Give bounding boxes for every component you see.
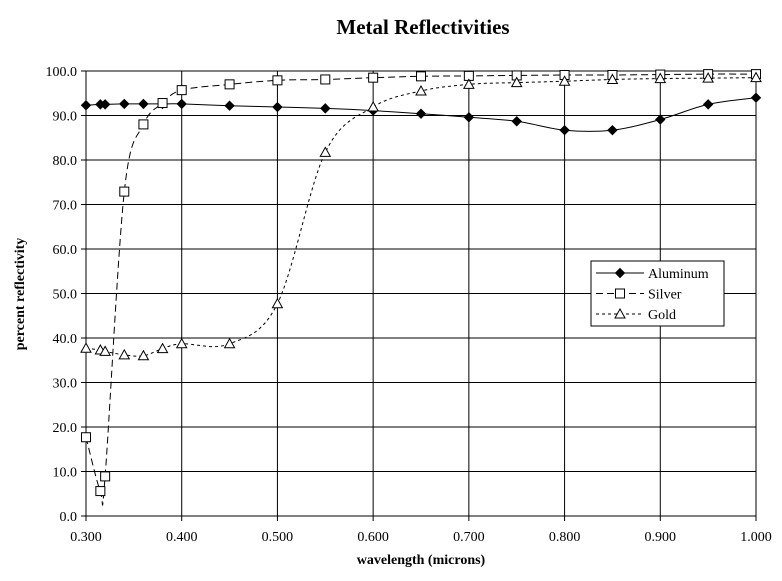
gold-data-point [156,342,169,354]
gold-data-point [99,345,111,356]
aluminum-data-point [415,108,427,119]
x-axis-label: wavelength (microns) [357,553,486,568]
series-group [80,69,762,506]
x-tick-label: 0.600 [357,530,389,545]
aluminum-data-point [463,112,475,123]
silver-data-point [157,98,168,109]
y-tick-label: 0.0 [60,510,78,525]
silver-data-point [138,119,149,130]
gold-data-point [80,342,92,353]
aluminum-data-point [138,98,149,110]
gold-data-point [223,337,236,349]
aluminum-data-point [224,100,235,111]
silver-data-point [416,71,426,82]
y-tick-label: 100.0 [46,65,78,80]
gold-data-point [606,73,619,84]
gold-data-point [137,349,150,361]
silver-data-point [368,72,379,83]
silver-data-point [224,79,235,90]
gold-data-point [271,297,284,309]
y-tick-label: 70.0 [53,199,78,214]
gold-data-point [702,72,714,83]
silver-data-point [95,486,106,497]
series-gold [80,71,762,361]
gold-data-point [558,75,571,86]
silver-data-point [100,471,111,482]
y-tick-label: 10.0 [53,466,78,481]
series-aluminum [80,92,762,136]
gold-data-point [175,337,188,349]
chart-title: Metal Reflectivities [336,15,509,39]
y-tick-label: 60.0 [53,243,78,258]
legend-label-gold: Gold [648,308,676,323]
x-tick-label: 0.500 [262,530,294,545]
legend-label-aluminum: Aluminum [648,267,709,282]
y-tick-label: 50.0 [53,288,78,303]
aluminum-data-point [607,124,618,136]
gold-data-point [415,84,427,96]
silver-data-point [320,74,331,85]
aluminum-data-point [176,98,187,110]
legend-label-silver: Silver [648,288,682,303]
axis-ticks: 0.0 10.0 20.0 30.0 40.0 50.0 60.0 70.0 80.0 90.0 1… [46,65,772,545]
gold-data-point [750,71,762,83]
y-tick-label: 30.0 [53,377,78,392]
legend: Aluminum Silver Gold [590,260,725,327]
gold-data-point [319,146,332,157]
aluminum-data-point [80,100,92,111]
x-tick-label: 0.700 [453,530,485,545]
legend-marker-gold [614,307,626,319]
series-line-silver [85,73,757,506]
gold-data-point [510,76,523,88]
aluminum-data-point [655,114,666,125]
legend-marker-silver [615,288,625,299]
silver-data-point [176,85,187,96]
y-axis-label: percent reflectivity [13,238,28,351]
legend-item-gold: Gold [596,307,676,323]
silver-data-point [81,432,91,443]
silver-data-point [272,75,283,86]
aluminum-data-point [750,92,762,103]
silver-data-point [119,186,130,197]
aluminum-data-point [99,99,111,110]
legend-item-silver: Silver [596,288,682,303]
y-tick-label: 80.0 [53,154,78,169]
x-tick-label: 1.000 [740,530,772,545]
y-tick-label: 90.0 [53,110,78,125]
aluminum-data-point [559,124,570,136]
x-tick-label: 0.300 [70,530,102,545]
aluminum-data-point [702,99,714,110]
aluminum-data-point [320,103,331,114]
legend-marker-aluminum [614,267,626,279]
y-tick-label: 40.0 [53,332,78,347]
aluminum-data-point [272,101,283,113]
gold-data-point [654,72,667,84]
aluminum-data-point [511,116,522,127]
gold-data-point [367,101,379,112]
x-tick-label: 0.800 [549,530,581,545]
aluminum-data-point [119,98,130,110]
y-tick-label: 20.0 [53,421,78,436]
gold-data-point [463,78,475,89]
x-tick-label: 0.400 [166,530,198,545]
legend-item-aluminum: Aluminum [596,267,709,282]
x-tick-label: 0.900 [645,530,677,545]
gold-data-point [118,348,131,360]
